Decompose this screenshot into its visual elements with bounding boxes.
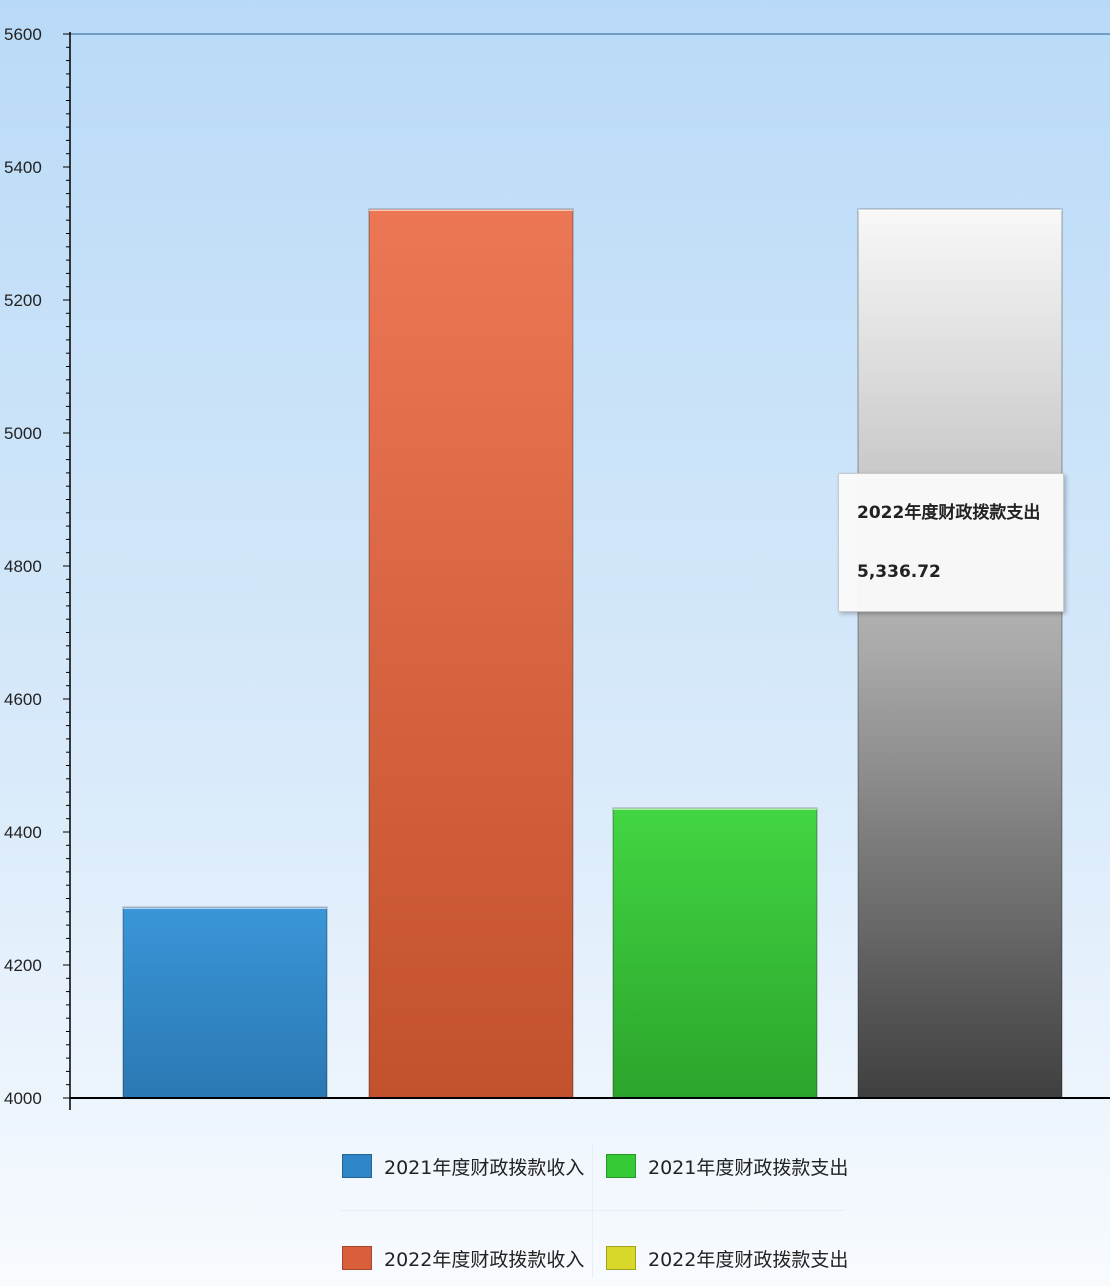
y-tick-label: 4800 (4, 557, 42, 576)
bars (122, 208, 1063, 1099)
legend-swatch (342, 1246, 372, 1270)
legend-item-2022-expense[interactable]: 2022年度财政拨款支出 (606, 1238, 848, 1278)
y-tick-label: 4400 (4, 823, 42, 842)
y-tick-label: 4200 (4, 956, 42, 975)
y-axis: 4000 4200 4400 4600 4800 5000 5200 5400 5600 (4, 25, 71, 1110)
y-tick-label: 4000 (4, 1089, 42, 1108)
legend-swatch (606, 1154, 636, 1178)
legend: 2021年度财政拨款收入 2021年度财政拨款支出 2022年度财政拨款收入 2… (340, 1140, 850, 1286)
bar-2[interactable] (612, 807, 818, 1099)
y-tick-label: 5400 (4, 158, 42, 177)
y-tick-label: 5000 (4, 424, 42, 443)
legend-item-2021-expense[interactable]: 2021年度财政拨款支出 (606, 1146, 848, 1186)
legend-label: 2021年度财政拨款支出 (648, 1156, 849, 1179)
legend-divider (592, 1144, 593, 1278)
bar-3[interactable] (857, 208, 1063, 1099)
y-tick-label: 5200 (4, 291, 42, 310)
legend-divider (340, 1210, 845, 1211)
legend-label: 2022年度财政拨款收入 (384, 1248, 585, 1271)
legend-label: 2022年度财政拨款支出 (648, 1248, 849, 1271)
y-tick-label: 5600 (4, 25, 42, 44)
y-tick-label: 4600 (4, 690, 42, 709)
bar-tooltip: 2022年度财政拨款支出 5,336.72 (838, 473, 1064, 612)
legend-swatch (342, 1154, 372, 1178)
bar-0[interactable] (122, 906, 328, 1099)
legend-item-2021-income[interactable]: 2021年度财政拨款收入 (342, 1146, 584, 1186)
legend-item-2022-income[interactable]: 2022年度财政拨款收入 (342, 1238, 584, 1278)
tooltip-series-name: 2022年度财政拨款支出 (857, 503, 1041, 523)
legend-label: 2021年度财政拨款收入 (384, 1156, 585, 1179)
legend-swatch (606, 1246, 636, 1270)
tooltip-value: 5,336.72 (857, 562, 941, 582)
bar-1[interactable] (368, 208, 574, 1099)
